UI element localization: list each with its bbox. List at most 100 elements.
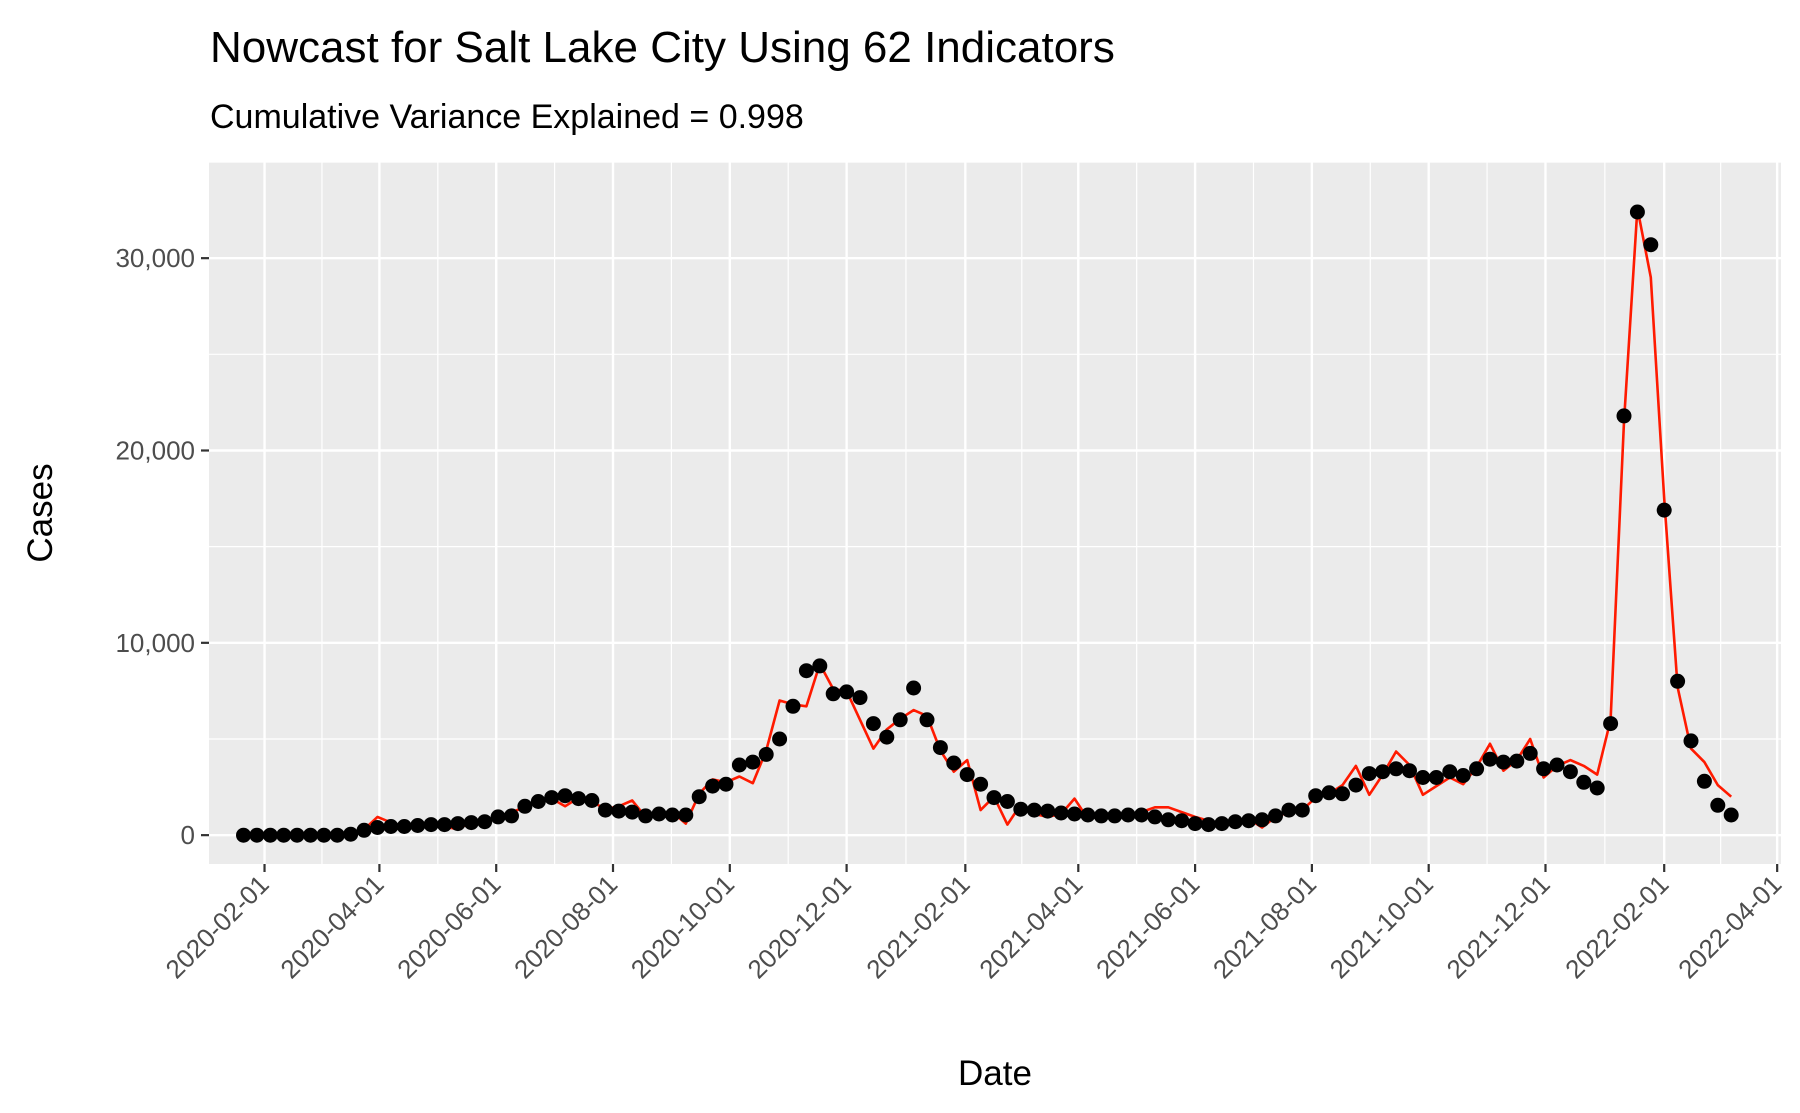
observed-point — [410, 818, 426, 833]
observed-point — [1469, 761, 1485, 777]
observed-point — [705, 778, 721, 794]
observed-point — [477, 814, 493, 830]
observed-point — [1147, 809, 1163, 825]
observed-point — [423, 817, 439, 833]
observed-point — [1053, 805, 1069, 821]
observed-point — [1120, 807, 1136, 823]
x-tick-label: 2021-04-01 — [973, 869, 1088, 984]
observed-point — [1241, 813, 1257, 829]
plot-panel — [209, 162, 1781, 864]
observed-point — [892, 712, 908, 728]
observed-point — [303, 827, 318, 843]
observed-point — [812, 658, 828, 674]
observed-point — [865, 716, 881, 732]
observed-point — [1375, 764, 1391, 780]
observed-point — [1428, 770, 1444, 785]
observed-point — [825, 686, 841, 702]
observed-point — [1696, 773, 1712, 789]
observed-point — [1134, 807, 1149, 823]
observed-point — [731, 757, 747, 773]
observed-point — [1442, 764, 1458, 780]
observed-point — [1227, 814, 1243, 830]
observed-point — [798, 663, 814, 679]
observed-point — [1254, 812, 1270, 828]
x-axis-title: Date — [958, 1054, 1032, 1093]
observed-point — [638, 808, 654, 824]
observed-point — [370, 820, 385, 835]
observed-point — [557, 788, 573, 804]
observed-point — [1348, 777, 1364, 793]
observed-point — [1335, 786, 1350, 802]
observed-point — [758, 746, 774, 762]
observed-point — [1160, 812, 1176, 828]
observed-point — [973, 776, 989, 792]
observed-point — [517, 798, 533, 814]
observed-point — [879, 729, 895, 745]
observed-point — [1616, 408, 1632, 424]
x-tick-label: 2021-08-01 — [1207, 869, 1322, 984]
observed-point — [1576, 774, 1592, 790]
observed-point — [919, 712, 935, 728]
observed-point — [1174, 813, 1190, 829]
observed-point — [396, 819, 412, 834]
x-tick-label: 2021-06-01 — [1090, 869, 1205, 984]
observed-point — [1308, 788, 1324, 804]
observed-point — [356, 822, 372, 838]
observed-point — [1710, 797, 1726, 813]
observed-point — [530, 794, 546, 809]
x-tick-label: 2020-12-01 — [742, 869, 857, 984]
observed-point — [544, 790, 560, 806]
observed-point — [691, 789, 707, 805]
observed-point — [1040, 803, 1056, 819]
observed-point — [437, 817, 452, 833]
observed-point — [1080, 807, 1096, 823]
observed-point — [1683, 733, 1699, 749]
observed-point — [316, 827, 332, 843]
observed-point — [718, 776, 734, 792]
x-tick-label: 2021-02-01 — [860, 869, 975, 984]
observed-point — [1107, 808, 1123, 824]
observed-point — [1455, 768, 1471, 783]
x-tick-label: 2021-10-01 — [1324, 869, 1439, 984]
x-tick-label: 2020-08-01 — [508, 869, 623, 984]
observed-point — [678, 807, 694, 823]
observed-point — [651, 806, 667, 822]
observed-point — [1562, 764, 1578, 780]
observed-point — [986, 790, 1002, 806]
x-tick-label: 2020-02-01 — [160, 869, 275, 984]
observed-point — [664, 807, 680, 823]
observed-point — [1013, 801, 1029, 817]
observed-point — [329, 827, 345, 843]
observed-point — [839, 684, 855, 700]
observed-point — [571, 791, 586, 807]
observed-point — [946, 755, 962, 771]
observed-point — [611, 803, 627, 819]
observed-point — [1670, 673, 1686, 689]
x-tick-label: 2021-12-01 — [1440, 869, 1555, 984]
observed-point — [1268, 808, 1283, 824]
observed-point — [1361, 766, 1377, 782]
observed-point — [1549, 757, 1565, 773]
observed-point — [1067, 806, 1082, 822]
x-tick-label: 2022-04-01 — [1672, 869, 1787, 984]
observed-point — [1482, 751, 1498, 767]
observed-point — [1495, 754, 1511, 770]
observed-point — [1281, 802, 1297, 818]
observed-point — [999, 794, 1015, 809]
observed-point — [772, 731, 788, 747]
observed-point — [1321, 785, 1337, 801]
observed-point — [785, 698, 801, 714]
observed-point — [597, 802, 613, 818]
x-tick-label: 2020-06-01 — [391, 869, 506, 984]
observed-point — [463, 815, 479, 831]
observed-point — [249, 827, 265, 843]
x-tick-label: 2020-10-01 — [625, 869, 740, 984]
y-axis-title: Cases — [21, 463, 60, 562]
observed-point — [1589, 780, 1605, 796]
observed-point — [1093, 808, 1109, 824]
observed-point — [490, 809, 506, 825]
observed-point — [1629, 204, 1645, 220]
observed-point — [450, 816, 466, 832]
observed-point — [1509, 753, 1525, 769]
observed-point — [1536, 761, 1552, 777]
